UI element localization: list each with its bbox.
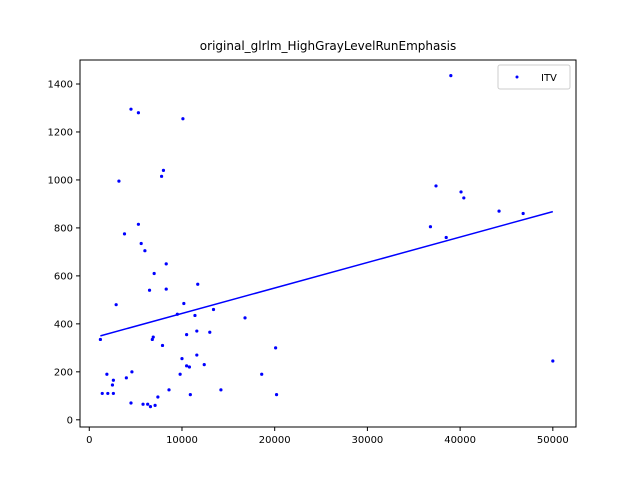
x-tick-label: 30000: [351, 435, 383, 446]
data-point: [147, 288, 152, 292]
data-point: [551, 359, 555, 363]
legend-box: [497, 64, 571, 90]
data-point: [136, 111, 141, 115]
data-point: [219, 388, 223, 392]
data-point: [159, 174, 164, 178]
x-tick-label: 20000: [259, 435, 291, 446]
data-point: [156, 395, 160, 399]
data-point: [106, 391, 110, 396]
data-point: [202, 363, 206, 367]
legend-label: ITV: [541, 73, 557, 84]
data-point: [164, 287, 168, 291]
data-point: [459, 190, 463, 194]
data-point: [151, 335, 155, 339]
regression-line-layer: [100, 210, 554, 337]
chart-title: original_glrlm_HighGrayLevelRunEmphasis: [200, 39, 456, 53]
y-tick-label: 1200: [48, 127, 73, 138]
data-point: [521, 211, 525, 216]
y-tick-label: 400: [54, 319, 73, 330]
data-point: [143, 249, 147, 253]
x-axis: 0 10000 20000 30000 40000 50000: [86, 427, 569, 446]
data-point: [136, 222, 141, 226]
data-point: [100, 391, 104, 396]
data-point: [274, 393, 279, 397]
data-point: [111, 378, 115, 382]
data-point: [195, 353, 199, 357]
data-point: [185, 333, 189, 337]
data-point: [196, 282, 200, 286]
data-point: [152, 271, 156, 276]
data-point: [153, 403, 157, 408]
data-point: [175, 312, 179, 316]
data-point: [114, 303, 118, 307]
y-tick-label: 1400: [48, 79, 73, 90]
data-point: [146, 402, 150, 406]
y-tick-label: 800: [54, 223, 73, 234]
data-point: [98, 337, 102, 342]
data-point: [187, 365, 191, 369]
data-point: [208, 330, 212, 334]
y-tick-label: 600: [54, 271, 73, 282]
data-point: [124, 376, 128, 380]
data-point: [444, 235, 448, 240]
data-point: [122, 232, 127, 236]
y-tick-label: 200: [54, 367, 73, 378]
data-point: [160, 343, 165, 348]
x-tick-label: 0: [86, 435, 92, 446]
data-point: [130, 370, 134, 374]
data-point: [150, 337, 154, 342]
data-point: [188, 393, 192, 397]
legend: ITV: [497, 64, 571, 90]
data-point: [129, 401, 133, 405]
data-point: [497, 209, 501, 213]
data-point: [111, 391, 115, 396]
data-point: [139, 241, 143, 246]
data-point: [428, 225, 433, 229]
scatter-points-layer: [98, 73, 555, 409]
data-point: [449, 73, 453, 78]
data-point: [260, 372, 264, 376]
y-tick-label: 1000: [48, 175, 73, 186]
data-point: [180, 357, 184, 361]
data-point: [141, 402, 145, 406]
data-point: [181, 117, 185, 121]
data-point: [182, 301, 186, 306]
data-point: [167, 388, 171, 392]
data-point: [185, 364, 189, 368]
regression-line: [100, 210, 554, 337]
data-point: [462, 196, 466, 200]
data-point: [274, 346, 278, 350]
x-tick-label: 40000: [444, 435, 476, 446]
data-point: [178, 372, 182, 376]
legend-marker: [515, 75, 519, 79]
plot-frame: [79, 59, 577, 428]
y-tick-label: 0: [67, 415, 73, 426]
data-point: [161, 168, 166, 172]
data-point: [117, 179, 121, 183]
data-point: [243, 316, 247, 320]
x-tick-label: 50000: [537, 435, 569, 446]
data-point: [105, 372, 109, 376]
data-point: [193, 313, 197, 318]
data-point: [129, 107, 133, 111]
data-point: [164, 262, 168, 266]
data-point: [195, 329, 199, 333]
y-axis: 0 200 400 600 800 1000 1200 1400: [48, 79, 80, 426]
x-tick-label: 10000: [166, 435, 198, 446]
data-point: [110, 383, 115, 387]
data-point: [211, 307, 216, 312]
data-point: [148, 405, 153, 409]
data-point: [434, 184, 438, 188]
